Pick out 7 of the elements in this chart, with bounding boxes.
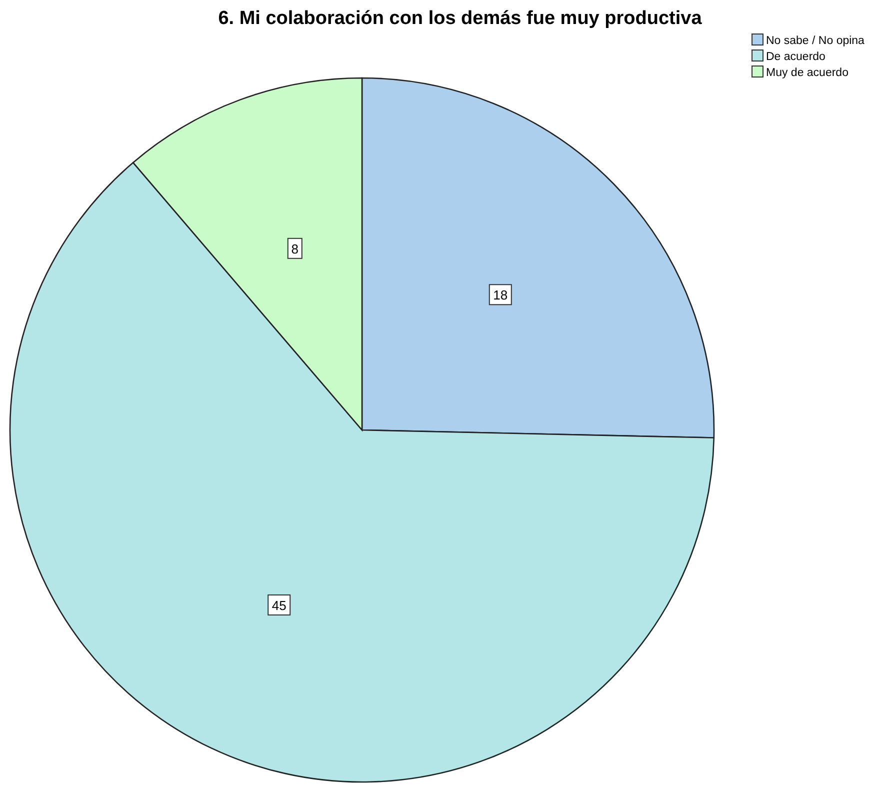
legend-label: De acuerdo (766, 51, 826, 63)
data-label: 45 (272, 598, 286, 613)
data-label: 8 (291, 241, 299, 256)
chart-title: 6. Mi colaboración con los demás fue muy productiva (218, 8, 702, 29)
legend-label: Muy de acuerdo (766, 67, 848, 79)
data-label: 18 (493, 288, 508, 303)
legend-label: No sabe / No opina (766, 35, 866, 47)
